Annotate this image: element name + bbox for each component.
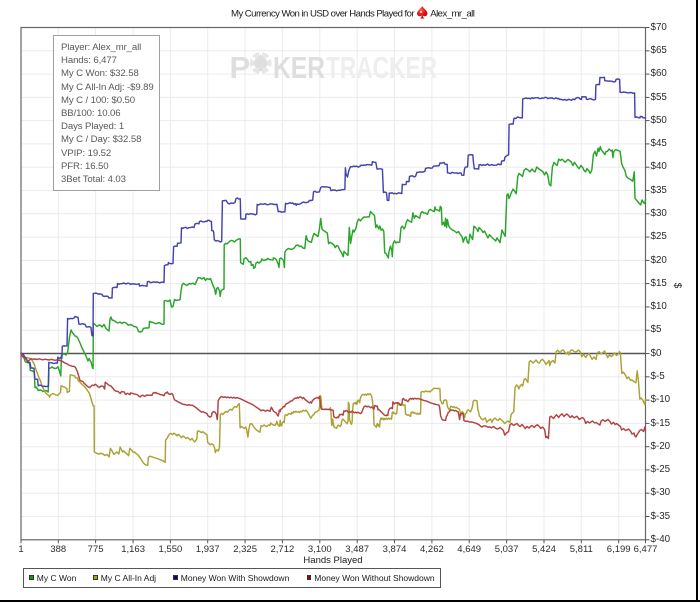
svg-text:P: P <box>230 50 251 85</box>
svg-text:KER: KER <box>273 50 325 85</box>
svg-text:TRACKER: TRACKER <box>326 50 437 85</box>
